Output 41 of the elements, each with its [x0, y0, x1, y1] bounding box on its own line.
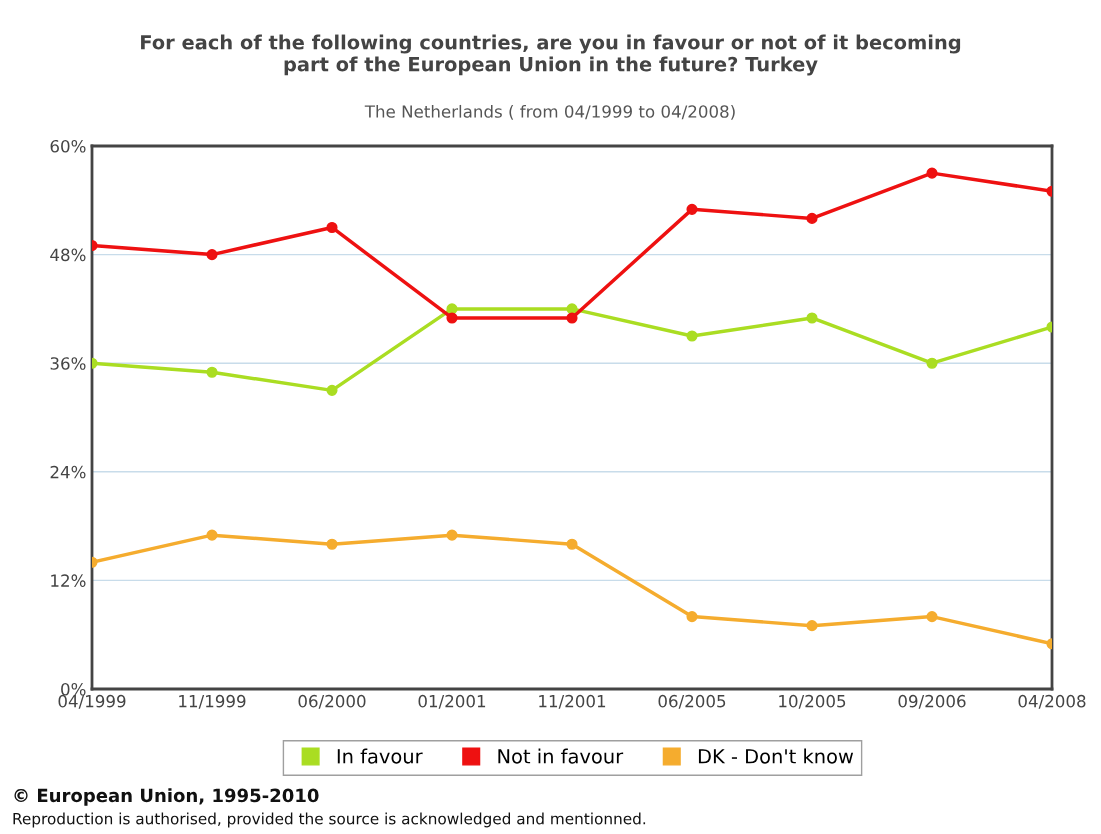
- legend-label: In favour: [337, 748, 423, 764]
- x-tick-label: 06/2000: [298, 694, 366, 709]
- text: © European Union, 1995-2010: [14, 788, 319, 806]
- point: [206, 249, 218, 261]
- point: [926, 611, 938, 623]
- point: [686, 330, 698, 342]
- y-tick-label: 12%: [51, 574, 86, 587]
- y-tick-label: 24%: [50, 465, 86, 479]
- point: [686, 611, 698, 623]
- x-tick-label: 04/2008: [1018, 694, 1086, 709]
- legend-label: Not in favour: [498, 748, 624, 764]
- point: [446, 312, 458, 324]
- point: [686, 203, 698, 215]
- x-tick-label: 06/2005: [658, 694, 726, 709]
- point: [806, 620, 818, 632]
- point: [206, 366, 218, 378]
- point: [446, 529, 458, 541]
- x-tick-label: 01/2001: [418, 694, 486, 709]
- y-tick-label: 48%: [50, 248, 86, 262]
- x-tick-label: 10/2005: [779, 694, 846, 709]
- point: [326, 538, 338, 550]
- x-tick-label: 11/1999: [179, 694, 246, 709]
- legend-label: DK - Don't know: [698, 748, 854, 764]
- point: [806, 212, 818, 224]
- y-tick-label: 36%: [50, 357, 86, 370]
- point: [806, 312, 818, 324]
- point: [926, 357, 938, 369]
- point: [926, 167, 938, 179]
- x-tick-label: 11/2001: [539, 694, 606, 709]
- text: Reproduction is authorised, provided the source is acknowledged and mentionned.: [13, 812, 646, 828]
- point: [566, 312, 578, 324]
- point: [326, 384, 338, 396]
- point: [206, 529, 218, 541]
- point: [326, 221, 338, 234]
- y-tick-label: 0%: [61, 682, 86, 696]
- x-tick-label: 04/1999: [58, 694, 126, 709]
- y-tick-label: 60%: [50, 139, 86, 153]
- chart-title: For each of the following countries, are you in favour or not of it becoming part of the European Union in the future? Turkey: [141, 34, 961, 76]
- x-tick-label: 09/2006: [898, 694, 966, 709]
- chart-subtitle: The Netherlands ( from 04/1999 to 04/2008): [364, 104, 735, 120]
- point: [566, 538, 578, 550]
